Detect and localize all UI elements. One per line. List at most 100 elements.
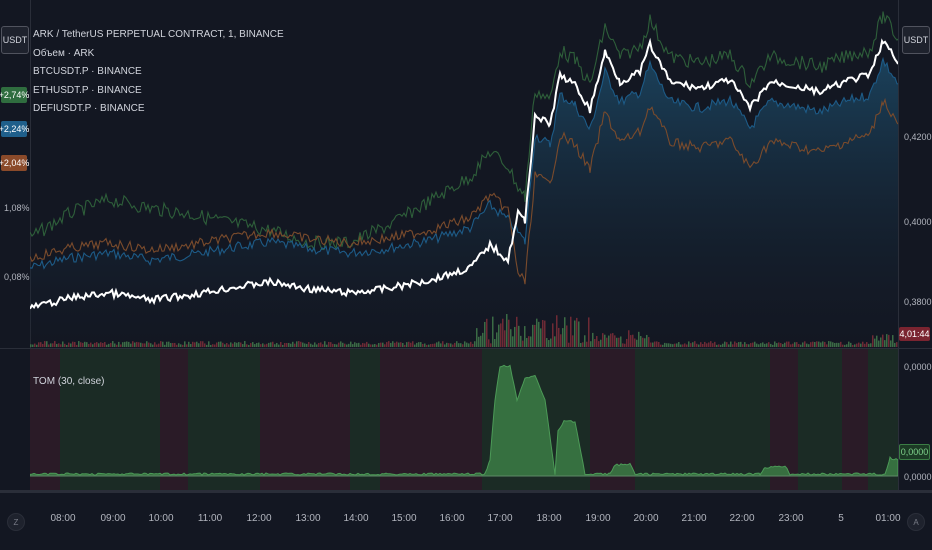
volume-bar	[152, 344, 154, 347]
volume-bar	[746, 343, 748, 347]
volume-bar	[360, 344, 362, 347]
volume-bar	[158, 343, 160, 347]
volume-bar	[498, 324, 500, 347]
volume-bar	[140, 342, 142, 347]
volume-bar	[556, 315, 558, 347]
volume-bar	[50, 343, 52, 347]
auto-scale-button[interactable]: A	[907, 513, 925, 531]
volume-bar	[648, 337, 650, 347]
time-label: 16:00	[439, 513, 465, 524]
volume-bar	[486, 318, 488, 347]
volume-bar	[574, 320, 576, 347]
volume-bar	[784, 342, 786, 347]
chart-pane[interactable]	[30, 0, 898, 490]
pane-separator[interactable]	[0, 348, 932, 349]
volume-bar	[560, 334, 562, 347]
volume-bar	[700, 342, 702, 347]
volume-bar	[302, 342, 304, 347]
volume-bar	[64, 343, 66, 347]
indicator-background-band	[160, 349, 188, 490]
zoom-reset-button[interactable]: Z	[7, 513, 25, 531]
indicator-scale-label: 0,0000	[904, 472, 932, 482]
volume-bar	[250, 343, 252, 347]
time-label: 5	[838, 513, 844, 524]
volume-bar	[772, 344, 774, 347]
volume-bar	[298, 341, 300, 347]
defi-change-badge: +2,04%	[0, 155, 29, 171]
volume-bar	[444, 344, 446, 347]
volume-bar	[548, 340, 550, 347]
volume-bar	[666, 343, 668, 347]
volume-bar	[738, 342, 740, 347]
volume-bar	[212, 344, 214, 347]
volume-bar	[558, 327, 560, 347]
volume-bar	[456, 341, 458, 347]
main-price-line	[30, 37, 898, 310]
volume-bar	[270, 342, 272, 347]
volume-bar	[392, 341, 394, 347]
left-price-scale[interactable]	[0, 0, 31, 490]
volume-bar	[778, 342, 780, 347]
volume-bar	[194, 342, 196, 347]
main-symbol-title[interactable]: ARK / TetherUS PERPETUAL CONTRACT, 1, BI…	[33, 29, 284, 40]
volume-bar	[266, 343, 268, 347]
volume-bar	[880, 337, 882, 347]
volume-bar	[504, 330, 506, 347]
volume-bar	[204, 343, 206, 347]
volume-bar	[172, 342, 174, 347]
time-label: 13:00	[295, 513, 321, 524]
volume-bar	[148, 342, 150, 347]
volume-bar	[118, 341, 120, 347]
time-label: 20:00	[633, 513, 659, 524]
indicator-title[interactable]: TOM (30, close)	[33, 376, 105, 387]
volume-bar	[340, 341, 342, 347]
time-label: 09:00	[100, 513, 126, 524]
volume-bar	[786, 341, 788, 347]
volume-bar	[780, 343, 782, 347]
volume-bar	[754, 341, 756, 347]
volume-bar	[540, 328, 542, 347]
volume-bar	[544, 320, 546, 347]
volume-bar	[792, 343, 794, 347]
volume-bar	[328, 341, 330, 347]
volume-bar	[776, 343, 778, 347]
volume-legend[interactable]: Объем · ARK	[33, 47, 95, 59]
volume-bar	[234, 342, 236, 347]
volume-bar	[274, 344, 276, 347]
volume-bar	[600, 339, 602, 347]
left-scale-currency-button[interactable]: USDT	[1, 26, 29, 54]
volume-bar	[528, 336, 530, 347]
volume-bar	[622, 343, 624, 347]
volume-bar	[758, 344, 760, 347]
volume-bar	[146, 341, 148, 347]
volume-bar	[218, 341, 220, 347]
volume-bar	[48, 344, 50, 347]
compare-defi-legend[interactable]: DEFIUSDT.P · BINANCE	[33, 103, 145, 114]
volume-bar	[608, 335, 610, 347]
volume-bar	[848, 341, 850, 347]
volume-bar	[342, 342, 344, 347]
volume-bar	[128, 341, 130, 347]
volume-bar	[576, 317, 578, 347]
time-label: 12:00	[246, 513, 272, 524]
compare-btc-legend[interactable]: BTCUSDT.P · BINANCE	[33, 66, 142, 77]
volume-bar	[108, 343, 110, 347]
volume-bar	[238, 342, 240, 347]
time-axis[interactable]: 08:00 09:00 10:00 11:00 12:00 13:00 14:00 15:00…	[0, 493, 932, 550]
volume-bar	[656, 341, 658, 347]
volume-bar	[518, 325, 520, 347]
volume-bar	[496, 332, 498, 347]
volume-bar	[494, 339, 496, 347]
volume-bar	[200, 341, 202, 347]
volume-bar	[316, 344, 318, 347]
time-label: 19:00	[585, 513, 611, 524]
volume-bar	[288, 342, 290, 347]
right-price-scale[interactable]	[898, 0, 932, 490]
volume-bar	[92, 344, 94, 347]
compare-eth-legend[interactable]: ETHUSDT.P · BINANCE	[33, 84, 142, 96]
right-scale-currency-button[interactable]: USDT	[902, 26, 930, 54]
volume-bar	[568, 342, 570, 347]
volume-bar	[750, 343, 752, 347]
volume-bar	[808, 344, 810, 347]
volume-bar	[592, 332, 594, 347]
